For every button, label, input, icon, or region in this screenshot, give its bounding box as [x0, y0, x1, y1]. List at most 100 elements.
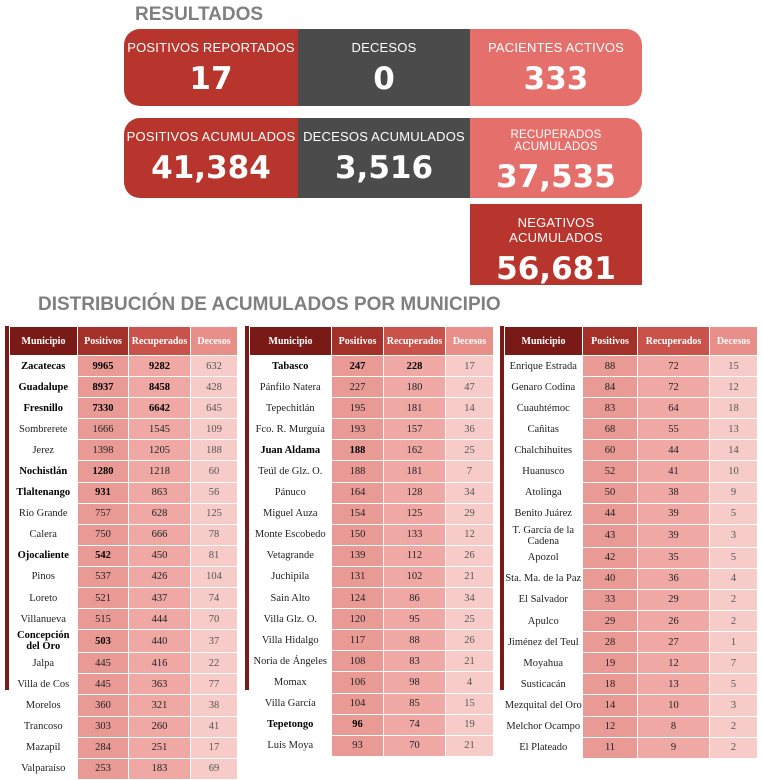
table-cell-decesos: 125 — [190, 502, 238, 525]
table-header-row: Municipio Positivos Recuperados Decesos — [9, 326, 238, 356]
table-cell-municipio: Jiménez del Teul — [504, 631, 583, 654]
table-cell-decesos: 5 — [709, 502, 758, 525]
table-row: Monte Escobedo 150 133 12 — [249, 523, 494, 546]
positivos-reportados-value: 17 — [189, 61, 233, 97]
table-cell-decesos: 47 — [445, 376, 494, 399]
table-cell-positivos: 14 — [582, 694, 638, 717]
table-cell-recuperados: 112 — [383, 544, 446, 567]
table-row: Mezquital del Oro 14 10 3 — [504, 694, 758, 717]
table-cell-decesos: 21 — [445, 565, 494, 589]
table-cell-positivos: 253 — [77, 757, 129, 780]
recuperados-acumulados-value: 37,535 — [496, 159, 616, 195]
table-cell-recuperados: 260 — [128, 715, 191, 738]
table-header-decesos: Decesos — [709, 326, 758, 356]
table-cell-recuperados: 38 — [637, 481, 710, 504]
table-cell-positivos: 68 — [582, 418, 638, 441]
table-cell-decesos: 4 — [709, 567, 758, 590]
table-cell-recuperados: 251 — [128, 736, 191, 759]
table-cell-municipio: Teúl de Glz. O. — [249, 460, 332, 483]
positivos-acumulados-value: 41,384 — [151, 150, 271, 186]
table-cell-municipio: Vetagrande — [249, 544, 332, 567]
table-cell-decesos: 26 — [445, 629, 494, 652]
table-cell-decesos: 18 — [709, 397, 758, 420]
table-cell-positivos: 43 — [582, 523, 638, 548]
table-cell-positivos: 124 — [331, 587, 384, 610]
table-cell-positivos: 164 — [331, 481, 384, 504]
table-cell-recuperados: 35 — [637, 546, 710, 569]
table-cell-positivos: 247 — [331, 354, 384, 378]
table-cell-recuperados: 416 — [128, 652, 191, 675]
table-row: Valparaíso 253 183 69 — [9, 757, 238, 780]
table-cell-recuperados: 863 — [128, 481, 191, 504]
table-cell-positivos: 8937 — [77, 376, 129, 399]
table-cell-decesos: 7 — [445, 460, 494, 483]
table-cell-recuperados: 98 — [383, 671, 446, 694]
table-cell-recuperados: 74 — [383, 713, 446, 736]
table-row: Villa García 104 85 15 — [249, 692, 494, 715]
table-cell-recuperados: 72 — [637, 376, 710, 399]
table-row: Juchipila 131 102 21 — [249, 565, 494, 589]
table-cell-positivos: 445 — [77, 673, 129, 696]
pacientes-activos-box: PACIENTES ACTIVOS 333 — [470, 29, 642, 106]
table-cell-municipio: Huanusco — [504, 460, 583, 483]
table-cell-recuperados: 363 — [128, 673, 191, 696]
table-cell-decesos: 19 — [445, 713, 494, 736]
table-row: Fresnillo 7330 6642 645 — [9, 397, 238, 420]
table-row: Benito Juárez 44 39 5 — [504, 502, 758, 525]
table-cell-positivos: 195 — [331, 397, 384, 420]
table-cell-municipio: Villa Hidalgo — [249, 629, 332, 652]
table-cell-positivos: 117 — [331, 629, 384, 652]
table-cell-positivos: 1398 — [77, 439, 129, 462]
table-row: Teúl de Glz. O. 188 181 7 — [249, 460, 494, 483]
table-cell-municipio: Concepción del Oro — [9, 629, 78, 654]
table-cell-decesos: 74 — [190, 587, 238, 610]
table-row: Tepechitlán 195 181 14 — [249, 397, 494, 420]
table-cell-recuperados: 12 — [637, 652, 710, 675]
table-cell-decesos: 25 — [445, 608, 494, 631]
table-row: Vetagrande 139 112 26 — [249, 544, 494, 567]
table-cell-recuperados: 1218 — [128, 460, 191, 483]
table-cell-recuperados: 8 — [637, 715, 710, 738]
municipio-table-2: Municipio Positivos Recuperados Decesos Tab… — [249, 326, 494, 757]
table-cell-positivos: 93 — [331, 734, 384, 757]
table-row: Fco. R. Murguía 193 157 36 — [249, 418, 494, 441]
table-cell-recuperados: 83 — [383, 650, 446, 673]
recuperados-acumulados-label: RECUPERADOS ACUMULADOS — [510, 129, 602, 153]
table-row: Jalpa 445 416 22 — [9, 652, 238, 675]
table-row: El Plateado 11 9 2 — [504, 736, 758, 759]
table-cell-decesos: 38 — [190, 694, 238, 717]
table-cell-recuperados: 444 — [128, 608, 191, 631]
table-header-decesos: Decesos — [190, 326, 238, 356]
table-cell-municipio: Tabasco — [249, 354, 332, 378]
table-cell-recuperados: 426 — [128, 565, 191, 589]
table-cell-municipio: Jerez — [9, 439, 78, 462]
table-cell-decesos: 2 — [709, 715, 758, 738]
table-cell-positivos: 12 — [582, 715, 638, 738]
table-cell-recuperados: 95 — [383, 608, 446, 631]
table-cell-positivos: 503 — [77, 629, 129, 654]
table-row: Moyahua 19 12 7 — [504, 652, 758, 675]
table-cell-positivos: 33 — [582, 588, 638, 612]
table-row: Genaro Codina 84 72 12 — [504, 376, 758, 399]
table-cell-decesos: 21 — [445, 650, 494, 673]
table-cell-municipio: Villa de Cos — [9, 673, 78, 696]
table-cell-recuperados: 450 — [128, 544, 191, 567]
table-cell-decesos: 14 — [445, 397, 494, 420]
table-cell-decesos: 34 — [445, 587, 494, 610]
table-cell-decesos: 41 — [190, 715, 238, 738]
table-cell-recuperados: 88 — [383, 629, 446, 652]
table-cell-recuperados: 41 — [637, 460, 710, 483]
table-row: Guadalupe 8937 8458 428 — [9, 376, 238, 399]
table-cell-municipio: Morelos — [9, 694, 78, 717]
table-cell-recuperados: 29 — [637, 588, 710, 612]
table-row: Loreto 521 437 74 — [9, 587, 238, 610]
table-cell-recuperados: 85 — [383, 692, 446, 715]
table-cell-positivos: 52 — [582, 460, 638, 483]
table-cell-recuperados: 27 — [637, 631, 710, 654]
table-cell-positivos: 50 — [582, 481, 638, 504]
table-cell-recuperados: 55 — [637, 418, 710, 441]
decesos-value: 0 — [373, 61, 395, 97]
table-row: Pánuco 164 128 34 — [249, 481, 494, 504]
table-cell-recuperados: 1545 — [128, 418, 191, 441]
table-cell-municipio: Luis Moya — [249, 734, 332, 757]
